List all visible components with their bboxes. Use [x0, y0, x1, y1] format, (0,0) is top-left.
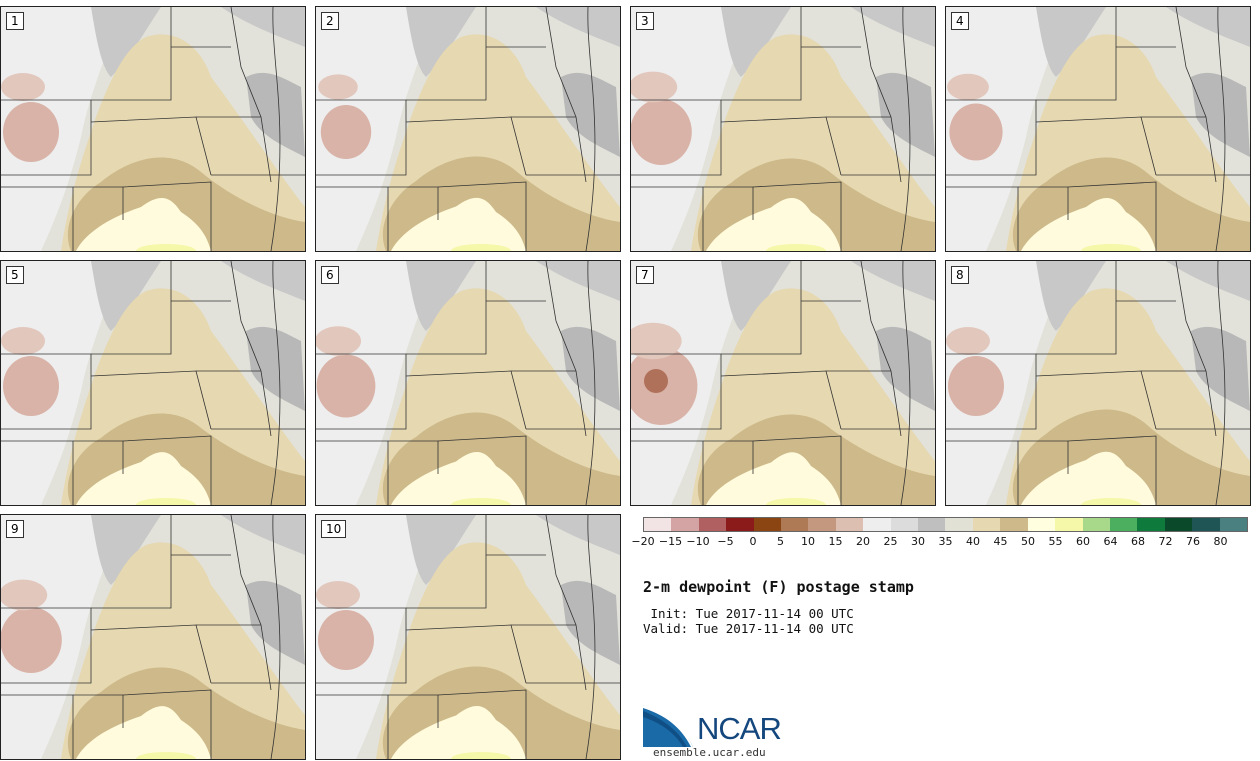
- figure-title: 2-m dewpoint (F) postage stamp: [643, 578, 914, 596]
- colorbar-tick-label: 35: [938, 535, 953, 548]
- colorbar-tick-label: 10: [801, 535, 815, 548]
- dewpoint-map: [631, 7, 935, 251]
- ensemble-member-panel[interactable]: 5: [0, 260, 306, 506]
- colorbar-tick-label: 25: [883, 535, 898, 548]
- colorbar-tick-label: 68: [1131, 535, 1145, 548]
- colorbar-swatch: [1192, 518, 1220, 531]
- colorbar-tick-label: 20: [856, 535, 870, 548]
- member-number-label: 6: [321, 266, 339, 284]
- colorbar-tick-label: 50: [1021, 535, 1035, 548]
- member-number-label: 2: [321, 12, 339, 30]
- colorbar-swatch: [918, 518, 946, 531]
- colorbar-swatch: [1219, 518, 1247, 531]
- colorbar-swatch: [1164, 518, 1193, 531]
- valid-time: Valid: Tue 2017-11-14 00 UTC: [643, 621, 854, 636]
- dewpoint-map: [1, 261, 305, 505]
- colorbar-swatch: [1055, 518, 1083, 531]
- colorbar-tick-label: −10: [686, 535, 710, 548]
- member-number-label: 10: [321, 520, 347, 538]
- colorbar-tick-label: 45: [993, 535, 1008, 548]
- colorbar-swatch: [1027, 518, 1056, 531]
- logo-url[interactable]: ensemble.ucar.edu: [653, 746, 766, 759]
- member-number-label: 9: [6, 520, 24, 538]
- ncar-logo-icon: [643, 705, 693, 747]
- ensemble-member-panel[interactable]: 9: [0, 514, 306, 760]
- colorbar-swatch: [808, 518, 836, 531]
- ensemble-member-panel[interactable]: 10: [315, 514, 621, 760]
- colorbar-swatch: [753, 518, 782, 531]
- colorbar-tick-label: 64: [1103, 535, 1118, 548]
- colorbar-tick-label: 72: [1158, 535, 1173, 548]
- dewpoint-map: [316, 261, 620, 505]
- colorbar-ticks: −20 −15 −10 −5 0 5 10 15 20 25 30 35 40 45 50 55 60 64 68 7…: [631, 535, 1253, 549]
- dewpoint-map: [316, 515, 620, 759]
- member-number-label: 8: [951, 266, 969, 284]
- member-number-label: 3: [636, 12, 654, 30]
- colorbar-tick-label: 40: [966, 535, 980, 548]
- colorbar-swatch: [972, 518, 1001, 531]
- colorbar: [643, 517, 1248, 532]
- dewpoint-map: [1, 515, 305, 759]
- colorbar-swatch: [781, 518, 809, 531]
- ensemble-member-panel[interactable]: 8: [945, 260, 1251, 506]
- colorbar-tick-label: 30: [911, 535, 925, 548]
- colorbar-tick-label: 15: [828, 535, 843, 548]
- ensemble-member-panel[interactable]: 3: [630, 6, 936, 252]
- colorbar-tick-label: 76: [1186, 535, 1200, 548]
- dewpoint-map: [631, 261, 935, 505]
- member-number-label: 4: [951, 12, 969, 30]
- member-number-label: 7: [636, 266, 654, 284]
- member-number-label: 1: [6, 12, 24, 30]
- member-number-label: 5: [6, 266, 24, 284]
- colorbar-tick-label: 0: [749, 535, 757, 548]
- dewpoint-map: [1, 7, 305, 251]
- colorbar-tick-label: 55: [1048, 535, 1063, 548]
- colorbar-tick-label: 80: [1213, 535, 1228, 548]
- colorbar-swatch: [644, 518, 672, 531]
- ensemble-member-panel[interactable]: 1: [0, 6, 306, 252]
- colorbar-swatch: [1000, 518, 1028, 531]
- colorbar-swatch: [726, 518, 754, 531]
- init-time: Init: Tue 2017-11-14 00 UTC: [643, 606, 854, 621]
- dewpoint-map: [316, 7, 620, 251]
- colorbar-swatch: [671, 518, 699, 531]
- colorbar-tick-label: 60: [1076, 535, 1090, 548]
- time-info: Init: Tue 2017-11-14 00 UTC Valid: Tue 2…: [643, 606, 854, 636]
- colorbar-tick-label: −5: [717, 535, 734, 548]
- colorbar-tick-label: −15: [658, 535, 683, 548]
- colorbar-swatch: [863, 518, 891, 531]
- dewpoint-map: [946, 261, 1250, 505]
- colorbar-swatch: [1137, 518, 1165, 531]
- colorbar-swatch: [1109, 518, 1138, 531]
- colorbar-swatch: [890, 518, 919, 531]
- colorbar-swatch: [835, 518, 864, 531]
- colorbar-tick-label: 5: [777, 535, 784, 548]
- colorbar-swatch: [1082, 518, 1110, 531]
- colorbar-swatch: [698, 518, 727, 531]
- dewpoint-map: [946, 7, 1250, 251]
- ensemble-member-panel[interactable]: 2: [315, 6, 621, 252]
- ensemble-member-panel[interactable]: 4: [945, 6, 1251, 252]
- ensemble-member-panel[interactable]: 6: [315, 260, 621, 506]
- colorbar-tick-label: −20: [631, 535, 655, 548]
- logo-wordmark: NCAR: [697, 711, 782, 746]
- colorbar-swatch: [945, 518, 973, 531]
- ensemble-member-panel[interactable]: 7: [630, 260, 936, 506]
